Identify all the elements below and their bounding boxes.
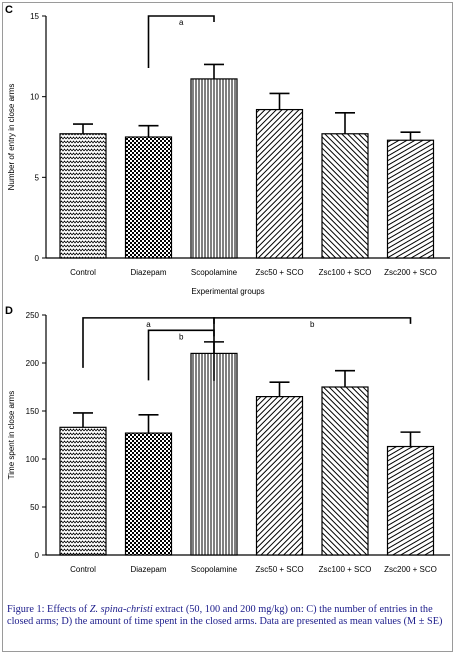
x-tick-label: Scopolamine xyxy=(191,268,238,277)
x-tick-label: Zsc200 + SCO xyxy=(384,565,437,574)
significance-label: a xyxy=(146,320,151,329)
x-tick-label: Scopolamine xyxy=(191,565,238,574)
x-tick-label: Control xyxy=(70,268,96,277)
bar-zsc50-sco xyxy=(255,396,304,556)
bar-diazepam xyxy=(124,136,173,259)
y-axis-title: Number of entry in close arms xyxy=(7,84,16,191)
figure-charts: C 0 5 10 15 Number of entry in close arms Cont… xyxy=(5,4,450,574)
panel-label: D xyxy=(5,305,13,317)
bar-control xyxy=(59,133,107,259)
caption-text-end: extract (50, 100 and 200 mg/kg) on: C) t… xyxy=(7,604,443,628)
bar-scopolamine xyxy=(190,78,238,259)
x-tick-label: Zsc50 + SCO xyxy=(255,268,303,277)
y-tick-label: 10 xyxy=(30,93,39,102)
y-tick-label: 5 xyxy=(35,173,40,182)
x-tick-label: Control xyxy=(70,565,96,574)
significance-label: b xyxy=(310,320,315,329)
chart-panel-c: C 0 5 10 15 Number of entry in close arms Cont… xyxy=(5,4,450,296)
x-tick-label: Zsc100 + SCO xyxy=(319,565,372,574)
significance-label: b xyxy=(179,332,184,341)
figure-caption: Figure 1: Effects of Z. spina-christi ex… xyxy=(7,604,453,629)
y-tick-label: 150 xyxy=(26,407,40,416)
y-tick-label: 200 xyxy=(26,359,40,368)
bar-zsc100-sco xyxy=(321,133,369,259)
bar-diazepam xyxy=(124,432,173,556)
bar-zsc100-sco xyxy=(321,386,369,556)
caption-species: Z. spina-christi xyxy=(89,604,153,615)
x-axis-title: Experimental groups xyxy=(191,287,264,296)
x-tick-label: Diazepam xyxy=(130,268,166,277)
significance-bracket xyxy=(147,15,215,68)
caption-text-start: Figure 1: Effects of xyxy=(7,604,90,615)
bar-scopolamine xyxy=(190,352,238,556)
bar-zsc50-sco xyxy=(255,108,304,259)
y-tick-label: 0 xyxy=(35,551,40,560)
bar-zsc200-sco xyxy=(386,139,435,259)
significance-label: a xyxy=(179,18,184,27)
y-tick-label: 0 xyxy=(35,254,40,263)
bar-zsc200-sco xyxy=(386,445,435,556)
chart-panel-d: D 0 50 100 150 200 250 Time spent in close arms… xyxy=(5,305,450,574)
bar-control xyxy=(59,426,107,556)
x-tick-label: Diazepam xyxy=(130,565,166,574)
x-tick-label: Zsc200 + SCO xyxy=(384,268,437,277)
y-tick-label: 50 xyxy=(30,503,39,512)
y-tick-label: 15 xyxy=(30,12,39,21)
x-tick-label: Zsc50 + SCO xyxy=(255,565,303,574)
panel-label: C xyxy=(5,4,13,16)
y-axis-title: Time spent in close arms xyxy=(7,391,16,480)
significance-bracket xyxy=(213,317,412,381)
y-tick-label: 100 xyxy=(26,455,40,464)
x-tick-label: Zsc100 + SCO xyxy=(319,268,372,277)
y-tick-label: 250 xyxy=(26,311,40,320)
figure-frame xyxy=(2,2,453,652)
